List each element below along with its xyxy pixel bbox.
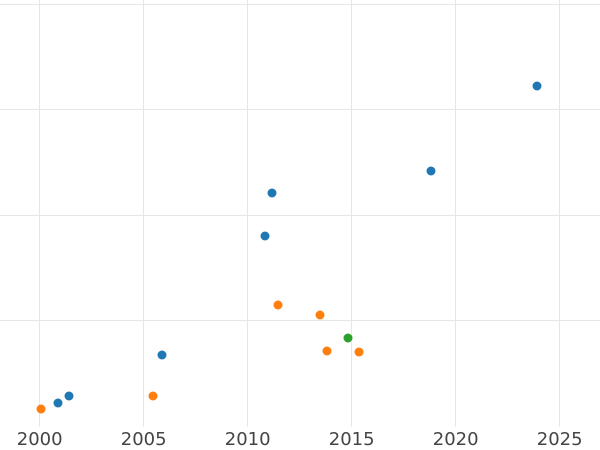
gridline-vertical — [39, 0, 41, 427]
scatter-point-blue-series — [157, 350, 167, 360]
scatter-point-orange-series — [315, 310, 324, 320]
scatter-point-orange-series — [354, 347, 364, 357]
scatter-point-orange-series — [36, 404, 46, 414]
scatter-point-orange-series — [273, 300, 283, 310]
scatter-point-blue-series — [532, 81, 542, 91]
x-tick-label: 2025 — [536, 429, 583, 450]
scatter-point-blue-series — [53, 398, 63, 408]
gridline-horizontal — [0, 3, 600, 5]
gridline-horizontal — [0, 320, 600, 321]
scatter-point-orange-series — [148, 391, 158, 401]
scatter-point-blue-series — [260, 231, 270, 241]
scatter-point-blue-series — [267, 188, 277, 198]
scatter-point-blue-series — [426, 166, 436, 176]
x-tick-label: 2015 — [328, 429, 375, 450]
gridline-vertical — [247, 0, 249, 427]
x-tick-label: 2020 — [432, 429, 479, 450]
gridline-vertical — [351, 0, 353, 427]
x-tick-label: 2000 — [16, 429, 63, 450]
scatter-point-green-series — [343, 333, 352, 343]
gridline-vertical — [559, 0, 561, 427]
x-tick-label: 2010 — [224, 429, 271, 450]
gridline-horizontal — [0, 109, 600, 110]
scatter-point-orange-series — [322, 346, 332, 356]
gridline-vertical — [143, 0, 145, 427]
scatter-point-blue-series — [64, 391, 74, 401]
gridline-vertical — [455, 0, 457, 427]
x-tick-label: 2005 — [120, 429, 167, 450]
gridline-horizontal — [0, 214, 600, 216]
